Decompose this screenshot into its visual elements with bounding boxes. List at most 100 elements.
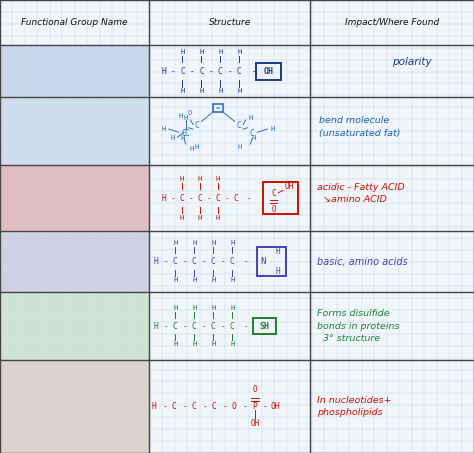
Text: H: H (154, 322, 159, 331)
Text: C: C (237, 121, 242, 130)
Text: -: - (190, 67, 194, 76)
Text: O: O (271, 205, 276, 213)
Text: H: H (190, 146, 194, 153)
Text: H: H (230, 277, 235, 283)
Text: -: - (246, 194, 251, 202)
Text: H: H (199, 48, 204, 55)
Bar (213, 104, 223, 112)
Text: C: C (179, 194, 184, 202)
Text: O: O (232, 402, 237, 411)
Text: H: H (276, 267, 281, 276)
Text: -: - (182, 257, 187, 266)
Text: H: H (215, 175, 220, 182)
Text: OH: OH (271, 402, 281, 411)
Text: -: - (220, 257, 225, 266)
Text: C: C (250, 129, 255, 138)
Text: H: H (180, 88, 185, 94)
Text: H: H (192, 342, 197, 347)
Text: Functional Group Name: Functional Group Name (21, 18, 128, 27)
Text: C: C (182, 129, 186, 138)
Bar (256, 63, 282, 80)
Text: H: H (173, 305, 178, 311)
Bar (0, 231, 149, 292)
Text: Structure: Structure (209, 18, 251, 27)
Text: H: H (197, 215, 202, 221)
Text: H: H (270, 126, 275, 132)
Text: -: - (224, 194, 229, 202)
Text: H: H (173, 342, 178, 347)
Text: H: H (248, 115, 253, 121)
Text: O: O (253, 385, 257, 394)
Text: -: - (163, 402, 167, 411)
Text: H: H (199, 88, 204, 94)
Text: H: H (237, 88, 242, 94)
Text: -: - (171, 67, 175, 76)
Text: H: H (194, 144, 199, 150)
Bar (253, 318, 276, 334)
Text: -: - (201, 257, 206, 266)
Text: -: - (182, 402, 187, 411)
Text: C: C (172, 402, 177, 411)
Text: H: H (211, 342, 216, 347)
Text: H: H (237, 48, 242, 55)
Text: H: H (218, 88, 223, 94)
Text: OH: OH (250, 419, 260, 428)
Text: C: C (233, 194, 238, 202)
Bar (0, 45, 149, 97)
Text: -: - (222, 402, 227, 411)
Text: H: H (173, 277, 178, 283)
Text: H: H (211, 241, 216, 246)
Text: C: C (173, 257, 178, 266)
Text: H: H (154, 257, 159, 266)
Text: C: C (192, 322, 197, 331)
Text: C: C (173, 322, 178, 331)
Text: C: C (192, 257, 197, 266)
Text: -: - (263, 402, 268, 411)
Text: H: H (197, 175, 202, 182)
Text: H: H (179, 215, 184, 221)
Text: H: H (171, 135, 175, 141)
Text: C: C (185, 129, 190, 138)
Text: C: C (215, 194, 220, 202)
Text: H: H (230, 342, 235, 347)
Text: C: C (197, 194, 202, 202)
Bar (0, 360, 149, 453)
Text: Impact/Where Found: Impact/Where Found (345, 18, 439, 27)
Text: H: H (179, 112, 183, 119)
Text: C: C (199, 67, 204, 76)
Text: -: - (164, 322, 168, 331)
Text: -: - (188, 194, 193, 202)
Text: H: H (276, 247, 281, 256)
Text: bend molecule
(unsaturated fat): bend molecule (unsaturated fat) (319, 116, 400, 138)
Text: Forms disulfide
bonds in proteins
  3° structure: Forms disulfide bonds in proteins 3° str… (317, 309, 399, 343)
Text: C: C (192, 402, 197, 411)
Text: C: C (211, 257, 216, 266)
Text: H: H (180, 135, 185, 141)
Text: -: - (202, 402, 207, 411)
Text: H: H (251, 135, 256, 141)
Text: -: - (251, 67, 256, 76)
Text: C: C (180, 67, 185, 76)
Text: H: H (211, 305, 216, 311)
Text: H: H (183, 115, 188, 121)
Text: -: - (220, 322, 225, 331)
Text: H: H (180, 48, 185, 55)
Text: N: N (260, 257, 266, 266)
Text: acidic - Fatty ACID
  ↘amino ACID: acidic - Fatty ACID ↘amino ACID (317, 183, 404, 204)
Text: H: H (218, 48, 223, 55)
Text: OH: OH (264, 67, 274, 76)
Text: -: - (206, 194, 211, 202)
Text: H: H (173, 241, 178, 246)
Text: OH: OH (284, 183, 294, 191)
Bar (0, 292, 149, 360)
Text: C: C (237, 67, 242, 76)
Text: P: P (253, 402, 257, 411)
Text: H: H (161, 194, 166, 202)
Text: H: H (230, 241, 235, 246)
Text: basic, amino acids: basic, amino acids (317, 256, 407, 267)
Text: -: - (228, 67, 232, 76)
Bar (263, 182, 298, 215)
Text: H: H (192, 241, 197, 246)
Text: C: C (271, 189, 276, 198)
Text: H: H (211, 277, 216, 283)
